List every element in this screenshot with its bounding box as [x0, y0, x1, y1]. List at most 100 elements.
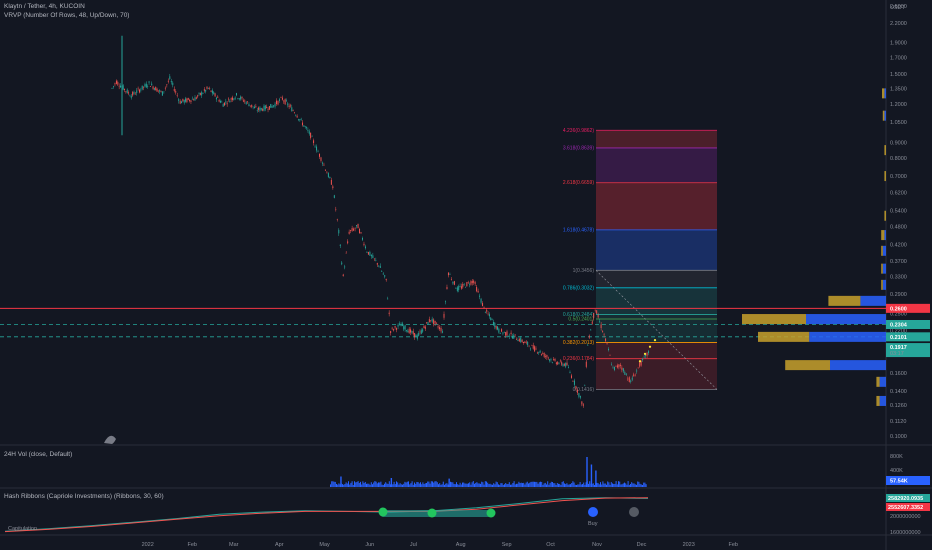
candle-body — [366, 252, 368, 253]
vrvp-up-bar — [881, 230, 885, 241]
candle-body — [427, 322, 429, 325]
candle-body — [416, 335, 418, 339]
price-axis-tick: 0.3300 — [890, 275, 907, 281]
volume-spike — [586, 457, 588, 487]
volume-bar — [627, 481, 629, 487]
candle-body — [424, 326, 426, 329]
candle-body — [213, 92, 215, 95]
forecast-dot — [638, 360, 642, 363]
candle-body — [324, 169, 326, 171]
last-price-value: 0.1917 — [890, 345, 907, 351]
candle-body — [149, 86, 151, 87]
volume-bar — [604, 483, 606, 487]
volume-axis-tick: 400K — [890, 468, 903, 474]
candle-body — [561, 362, 563, 365]
candle-body — [163, 91, 165, 93]
candle-body — [502, 332, 504, 334]
candle-body — [565, 362, 567, 367]
candle-body — [585, 361, 587, 367]
candle-body — [631, 377, 633, 380]
hash-ribbons-pane-title[interactable]: Hash Ribbons (Capriole Investments) (Rib… — [4, 493, 164, 500]
candle-body — [573, 380, 575, 385]
volume-bar — [616, 484, 618, 487]
candle-body — [225, 101, 227, 103]
volume-bar — [346, 483, 348, 487]
candle-body — [460, 286, 462, 289]
price-axis-tick: 0.3700 — [890, 259, 907, 265]
candle-body — [545, 356, 547, 357]
candle-body — [237, 98, 239, 99]
volume-bar — [392, 484, 394, 487]
candle-body — [313, 140, 315, 144]
volume-bar — [588, 483, 589, 487]
volume-bar — [552, 482, 553, 487]
volume-bar — [439, 483, 441, 487]
volume-pane-title[interactable]: 24H Vol (close, Default) — [4, 451, 73, 458]
volume-bar — [636, 484, 637, 487]
candle-body — [276, 100, 278, 105]
vrvp-up-bar — [884, 171, 886, 182]
candle-body — [640, 360, 642, 366]
vrvp-up-bar — [881, 279, 883, 290]
candle-body — [128, 92, 130, 94]
capitulation-dot — [427, 508, 437, 518]
candle-body — [479, 295, 481, 297]
candle-body — [385, 278, 387, 281]
volume-bar — [447, 484, 449, 487]
candle-body — [361, 237, 363, 240]
volume-bar — [459, 482, 461, 487]
volume-bar — [630, 483, 631, 487]
volume-bar — [480, 483, 481, 487]
candle-body — [575, 386, 577, 389]
volume-bar — [405, 482, 407, 487]
tradingview-logo — [104, 435, 116, 444]
volume-bar — [580, 484, 582, 487]
forecast-dot — [643, 352, 647, 355]
candle-body — [327, 173, 329, 177]
fib-level-label: 3.618(0.8639) — [563, 145, 594, 151]
volume-bar — [625, 483, 627, 487]
volume-bar — [522, 483, 523, 487]
candle-body — [244, 100, 246, 102]
candle-body — [122, 85, 124, 90]
vrvp-up-bar — [881, 263, 883, 274]
candle-body — [494, 322, 496, 328]
price-axis-tick: 1.2000 — [890, 102, 907, 108]
volume-bar — [430, 481, 432, 487]
candle-body — [133, 91, 135, 94]
volume-bar — [470, 484, 472, 487]
volume-bar — [492, 484, 493, 487]
volume-bar — [464, 483, 466, 487]
volume-bar — [332, 481, 334, 487]
volume-bar — [372, 484, 373, 487]
candle-body — [317, 151, 319, 153]
volume-bar — [481, 481, 483, 487]
candle-body — [463, 284, 465, 285]
candle-body — [284, 99, 286, 105]
candle-body — [612, 367, 614, 369]
candle-body — [381, 270, 383, 272]
candle-body — [419, 331, 421, 333]
volume-bar — [406, 481, 408, 487]
capitulation-overlay-text: Capitulation — [8, 526, 37, 532]
candle-body — [630, 380, 632, 382]
candle-body — [152, 86, 154, 89]
volume-bar — [404, 481, 406, 487]
candle-body — [367, 251, 369, 255]
volume-bar — [541, 481, 543, 487]
vrvp-indicator-title[interactable]: VRVP (Number Of Rows, 48, Up/Down, 70) — [4, 12, 130, 19]
volume-bar — [496, 482, 498, 487]
candle-body — [473, 280, 475, 283]
volume-bar — [512, 482, 514, 487]
candle-body — [643, 356, 645, 358]
volume-bar — [417, 482, 419, 487]
candle-body — [431, 318, 433, 322]
candle-body — [440, 327, 442, 332]
volume-bar — [634, 484, 636, 487]
volume-bar — [334, 481, 336, 487]
volume-bar — [482, 482, 484, 487]
volume-bar — [554, 483, 556, 487]
volume-bar — [525, 482, 527, 487]
volume-bar — [418, 483, 420, 487]
